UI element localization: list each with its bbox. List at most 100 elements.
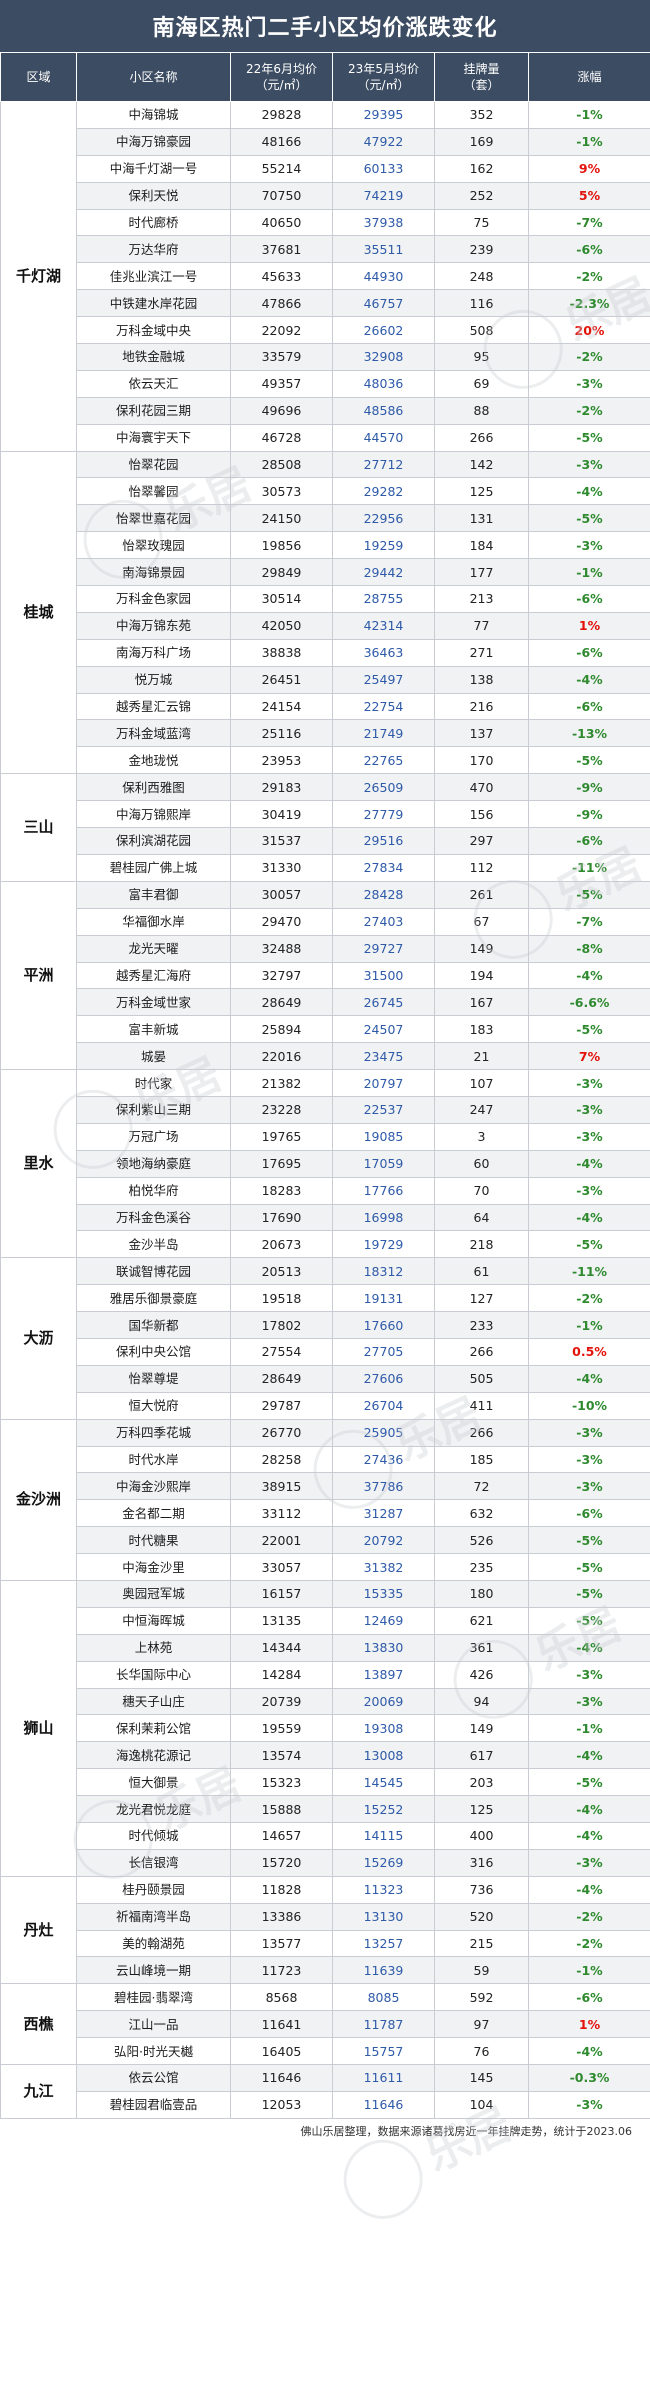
- listing-count: 184: [434, 531, 529, 560]
- price-2023: 29727: [332, 934, 435, 963]
- change-rate: -4%: [528, 2037, 650, 2066]
- price-2023: 37786: [332, 1472, 435, 1501]
- price-2023: 28428: [332, 880, 435, 909]
- price-2022: 22001: [230, 1526, 333, 1555]
- community-name: 保利茉莉公馆: [76, 1714, 231, 1743]
- price-2022: 22016: [230, 1042, 333, 1071]
- district-cell: 里水: [0, 1069, 77, 1259]
- listing-count: 138: [434, 665, 529, 694]
- table-row: 三山 保利西雅图 29183 26509 470 -9%: [0, 773, 650, 882]
- listing-count: 470: [434, 773, 529, 802]
- price-2022: 40650: [230, 208, 333, 237]
- price-2022: 20739: [230, 1687, 333, 1716]
- price-2023: 28755: [332, 585, 435, 613]
- community-name: 中铁建水岸花园: [76, 289, 231, 318]
- change-rate: -5%: [528, 1526, 650, 1555]
- listing-count: 592: [434, 1983, 529, 2012]
- price-2022: 11723: [230, 1956, 333, 1985]
- listing-count: 426: [434, 1660, 529, 1689]
- community-name: 富丰君御: [76, 880, 231, 909]
- header-price22-line1: 22年6月均价: [246, 62, 317, 76]
- table-row: 长华国际中心 14284 13897 426 -3%: [1, 1660, 650, 1689]
- header-price23-line2: （元/㎡）: [357, 78, 410, 92]
- table-row: 时代水岸 28258 27436 185 -3%: [1, 1445, 650, 1474]
- table-row: 万科金域世家 28649 26745 167 -6.6%: [1, 988, 650, 1017]
- community-name: 碧桂园广佛上城: [76, 853, 231, 882]
- price-2023: 46757: [332, 289, 435, 318]
- change-rate: -6%: [528, 585, 650, 613]
- price-2023: 35511: [332, 235, 435, 264]
- community-name: 万冠广场: [76, 1122, 231, 1151]
- price-2023: 17766: [332, 1176, 435, 1205]
- community-name: 中海金沙熙岸: [76, 1472, 231, 1501]
- change-rate: -4%: [528, 1741, 650, 1770]
- table-row: 柏悦华府 18283 17766 70 -3%: [1, 1176, 650, 1205]
- listing-count: 316: [434, 1848, 529, 1877]
- listing-count: 400: [434, 1822, 529, 1850]
- price-2023: 19729: [332, 1230, 435, 1259]
- change-rate: -7%: [528, 907, 650, 936]
- change-rate: 1%: [528, 611, 650, 640]
- price-2022: 15720: [230, 1848, 333, 1877]
- price-2023: 11611: [332, 2064, 435, 2092]
- table-row: 国华新都 17802 17660 233 -1%: [1, 1311, 650, 1339]
- listing-count: 218: [434, 1230, 529, 1259]
- listing-count: 95: [434, 343, 529, 371]
- price-2022: 47866: [230, 289, 333, 318]
- price-2022: 32797: [230, 961, 333, 990]
- price-2023: 19085: [332, 1122, 435, 1151]
- listing-count: 21: [434, 1042, 529, 1071]
- price-2022: 25116: [230, 719, 333, 748]
- listing-count: 261: [434, 880, 529, 909]
- price-2023: 11639: [332, 1956, 435, 1985]
- table-row: 越秀星汇云锦 24154 22754 216 -6%: [1, 692, 650, 721]
- change-rate: -5%: [528, 1579, 650, 1608]
- price-2023: 20792: [332, 1526, 435, 1555]
- change-rate: -2%: [528, 396, 650, 425]
- change-rate: -3%: [528, 531, 650, 560]
- change-rate: -5%: [528, 1606, 650, 1635]
- community-name: 时代倾城: [76, 1822, 231, 1850]
- price-2022: 33112: [230, 1499, 333, 1528]
- price-2022: 23228: [230, 1095, 333, 1124]
- price-2023: 22537: [332, 1095, 435, 1124]
- change-rate: -4%: [528, 1795, 650, 1823]
- listing-count: 266: [434, 1418, 529, 1447]
- listing-count: 239: [434, 235, 529, 264]
- price-2022: 49357: [230, 369, 333, 398]
- price-2022: 12053: [230, 2090, 333, 2119]
- change-rate: -2%: [528, 1902, 650, 1931]
- change-rate: -10%: [528, 1391, 650, 1420]
- price-2023: 11323: [332, 1875, 435, 1904]
- header-listing: 挂牌量 （套）: [434, 52, 529, 102]
- table-row: 西樵 碧桂园·翡翠湾 8568 8085 592 -6%: [0, 1983, 650, 2066]
- community-name: 领地海纳豪庭: [76, 1149, 231, 1178]
- footer-note: 佛山乐居整理，数据来源诸葛找房近一年挂牌走势，统计于2023.06: [0, 2118, 650, 2144]
- listing-count: 203: [434, 1768, 529, 1797]
- listing-count: 177: [434, 558, 529, 587]
- community-name: 万科金域蓝湾: [76, 719, 231, 748]
- price-2022: 24154: [230, 692, 333, 721]
- table-row: 平洲 富丰君御 30057 28428 261 -5%: [0, 880, 650, 1071]
- change-rate: -3%: [528, 1176, 650, 1205]
- community-name: 怡翠尊堤: [76, 1364, 231, 1393]
- change-rate: -3%: [528, 1069, 650, 1097]
- price-2023: 25905: [332, 1418, 435, 1447]
- listing-count: 297: [434, 827, 529, 855]
- listing-count: 107: [434, 1069, 529, 1097]
- listing-count: 75: [434, 208, 529, 237]
- listing-count: 736: [434, 1875, 529, 1904]
- listing-count: 77: [434, 611, 529, 640]
- listing-count: 156: [434, 800, 529, 829]
- community-name: 美的翰湖苑: [76, 1929, 231, 1958]
- price-2022: 16157: [230, 1579, 333, 1608]
- change-rate: -3%: [528, 1472, 650, 1501]
- price-2023: 17660: [332, 1311, 435, 1339]
- price-2023: 13830: [332, 1633, 435, 1662]
- change-rate: 9%: [528, 154, 650, 183]
- listing-count: 64: [434, 1203, 529, 1232]
- listing-count: 233: [434, 1311, 529, 1339]
- change-rate: -11%: [528, 853, 650, 882]
- table-row: 桂城 怡翠花园 28508 27712 142 -3%: [0, 450, 650, 775]
- listing-count: 216: [434, 692, 529, 721]
